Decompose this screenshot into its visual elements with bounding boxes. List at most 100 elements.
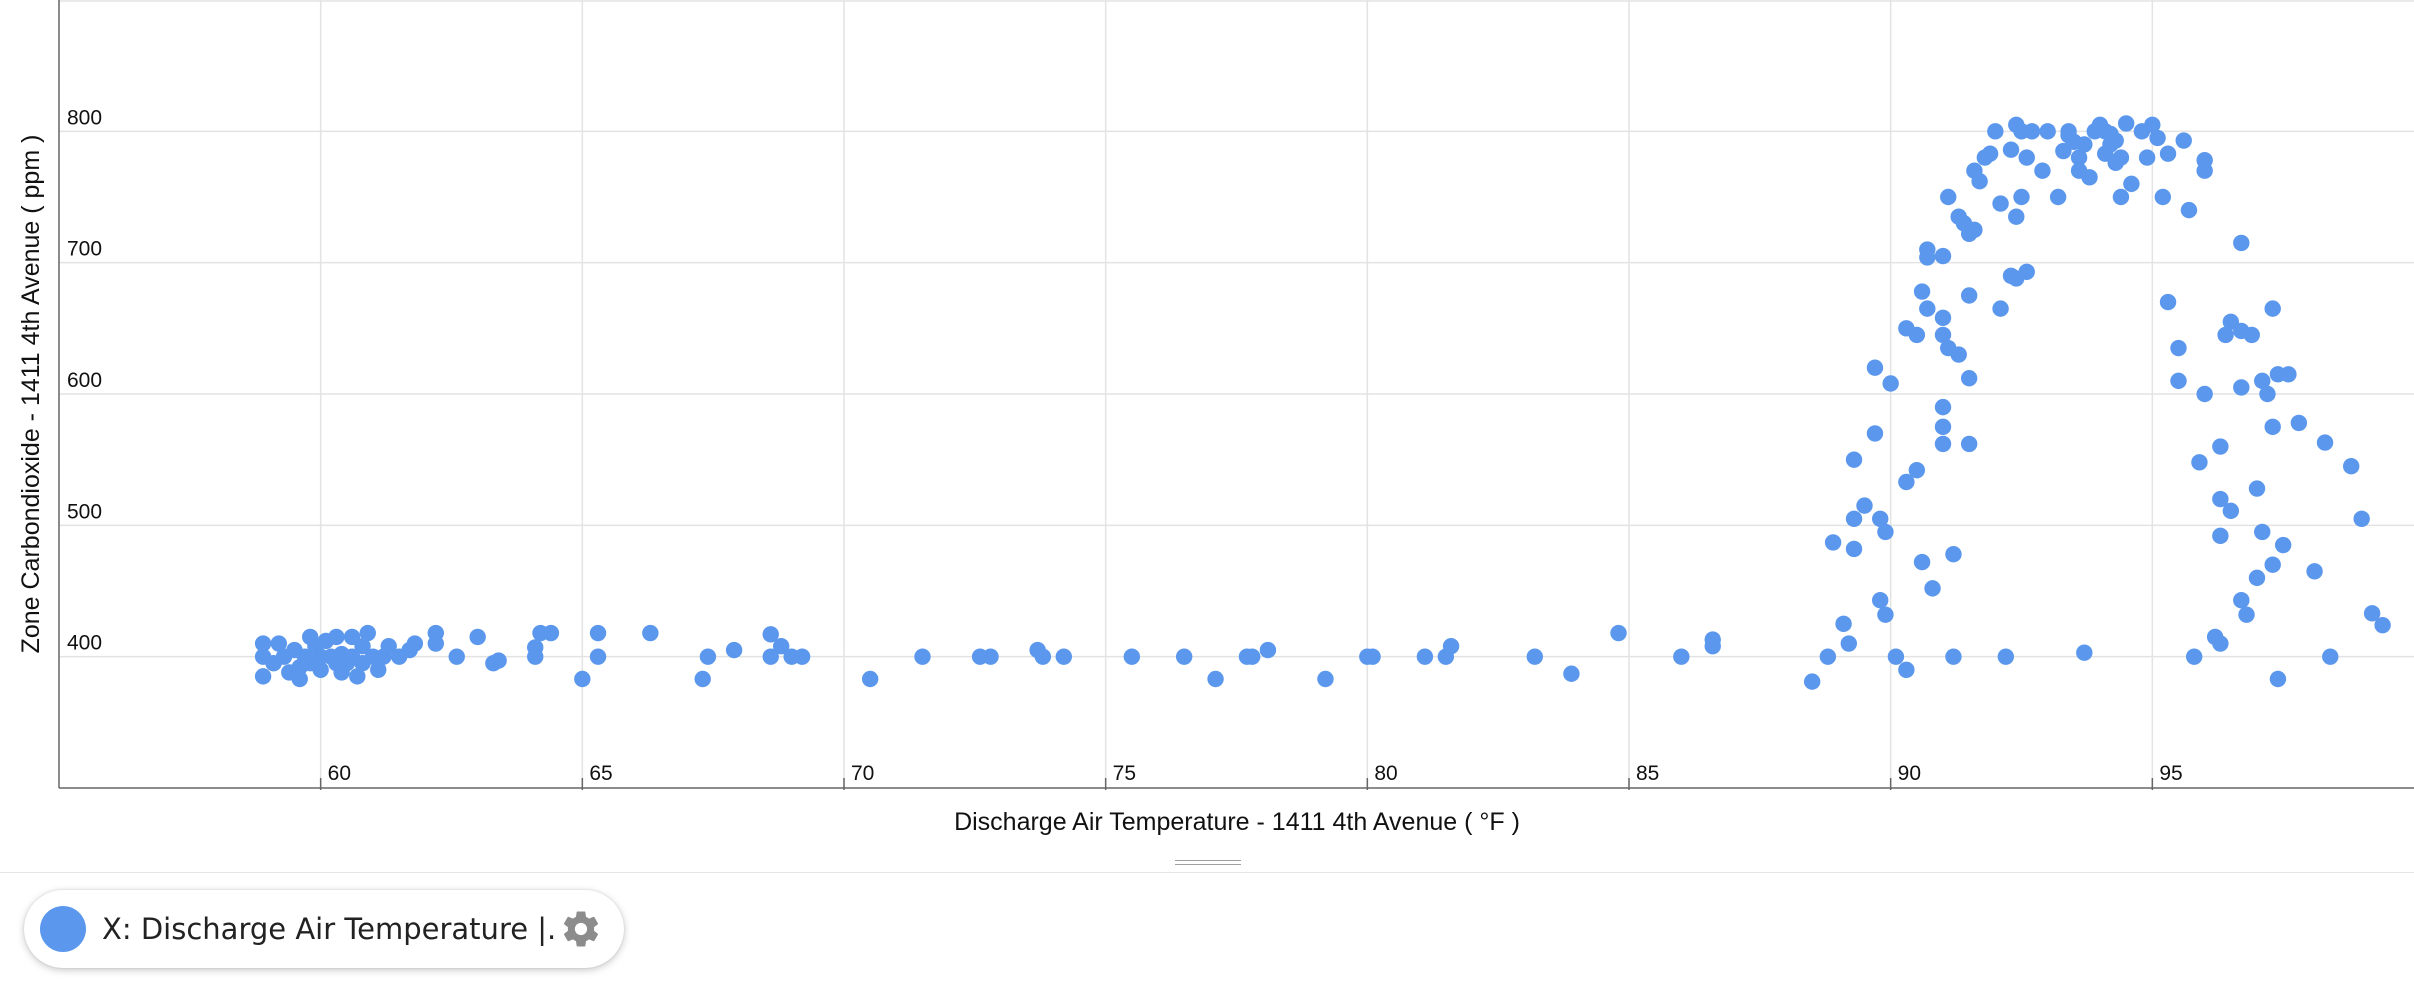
x-tick-label: 80	[1374, 762, 1397, 785]
data-point	[1898, 661, 1915, 678]
data-point	[589, 648, 607, 665]
data-point	[1934, 326, 1952, 344]
data-point	[2316, 434, 2334, 451]
axes	[58, 0, 2414, 789]
data-point	[2243, 326, 2260, 344]
data-point	[291, 670, 308, 688]
data-point	[2233, 591, 2250, 609]
data-point	[1971, 173, 1988, 190]
gear-icon[interactable]	[560, 908, 602, 950]
data-point	[2144, 116, 2161, 133]
x-tick-label: 75	[1113, 762, 1136, 785]
data-point	[2112, 149, 2130, 166]
data-point	[2191, 454, 2208, 471]
data-point	[469, 628, 486, 646]
grid-lines	[59, 0, 2414, 788]
data-point	[2233, 379, 2250, 396]
y-tick-label: 500	[67, 500, 102, 523]
data-point	[1887, 648, 1905, 665]
series-selector-chip[interactable]: X: Discharge Air Temperature |...	[24, 890, 624, 968]
data-point	[2264, 300, 2281, 317]
data-point	[2117, 115, 2135, 132]
data-point	[1819, 648, 1837, 665]
data-point	[1704, 631, 1721, 648]
data-point	[861, 670, 879, 688]
data-point	[2013, 188, 2030, 206]
data-point	[354, 637, 371, 655]
data-point	[1872, 591, 1889, 609]
data-point	[2107, 132, 2124, 149]
data-point	[1175, 648, 1193, 665]
data-point	[427, 635, 444, 652]
data-point	[762, 648, 779, 665]
data-point	[1610, 624, 1627, 642]
data-point	[1856, 497, 1873, 514]
data-point	[2248, 480, 2266, 497]
data-point	[2217, 326, 2234, 344]
y-tick-label: 700	[67, 238, 102, 261]
series-label[interactable]: X: Discharge Air Temperature |...	[102, 912, 558, 946]
data-point	[2212, 438, 2229, 455]
data-point	[349, 668, 366, 685]
data-point	[1992, 300, 2009, 317]
data-point	[2363, 605, 2381, 622]
data-point	[2034, 162, 2051, 179]
data-point	[380, 637, 397, 655]
data-point	[328, 628, 345, 646]
data-point	[2238, 606, 2255, 623]
data-point	[2018, 263, 2035, 281]
panel-resize-handle[interactable]	[1175, 859, 1241, 867]
data-point	[1442, 637, 1460, 655]
data-point	[1997, 648, 2015, 665]
data-point	[2154, 188, 2171, 206]
data-point	[694, 670, 711, 688]
data-point	[2008, 208, 2025, 225]
resize-handle-bar	[1175, 860, 1241, 861]
data-point	[2233, 234, 2250, 252]
data-point	[793, 648, 811, 665]
series-color-swatch[interactable]	[40, 906, 86, 952]
data-point	[1244, 648, 1261, 665]
data-point	[1987, 123, 2004, 140]
y-tick-label: 800	[67, 106, 102, 129]
data-point	[1966, 221, 1983, 239]
data-point	[1866, 359, 1884, 376]
data-point	[1908, 461, 1926, 479]
x-tick-label: 60	[328, 762, 351, 785]
data-point	[1913, 283, 1931, 300]
data-point	[2070, 149, 2088, 166]
data-point	[1123, 648, 1141, 665]
data-point	[2159, 145, 2177, 162]
data-point	[2196, 152, 2213, 169]
data-point	[1934, 247, 1952, 265]
data-point	[2306, 563, 2323, 580]
data-point	[1992, 195, 2009, 212]
y-tick-label: 600	[67, 369, 102, 392]
data-point	[1960, 435, 1978, 453]
data-point	[762, 626, 779, 643]
data-point	[1845, 540, 1863, 558]
panel-divider	[0, 872, 2414, 873]
x-tick-label: 65	[589, 762, 612, 785]
data-point	[406, 635, 424, 652]
data-point	[773, 637, 790, 655]
y-tick-label: 400	[67, 632, 102, 655]
data-point	[2002, 141, 2020, 158]
data-point	[2138, 149, 2156, 166]
data-point	[1824, 534, 1842, 551]
data-point	[1877, 606, 1894, 623]
data-point	[1803, 673, 1821, 690]
data-point	[2159, 293, 2177, 311]
x-axis-ticks: 60 65 70 75 80 85 90 95	[319, 762, 2183, 790]
data-point	[2196, 385, 2213, 403]
data-point	[1950, 346, 1967, 363]
data-point	[1416, 648, 1434, 665]
data-point	[1673, 648, 1690, 665]
data-point	[2254, 372, 2271, 390]
data-point	[1924, 580, 1941, 597]
x-tick-label: 85	[1636, 762, 1659, 785]
data-point	[2259, 385, 2276, 403]
data-point	[2374, 616, 2391, 634]
data-point	[2180, 201, 2198, 219]
data-point	[370, 661, 387, 678]
